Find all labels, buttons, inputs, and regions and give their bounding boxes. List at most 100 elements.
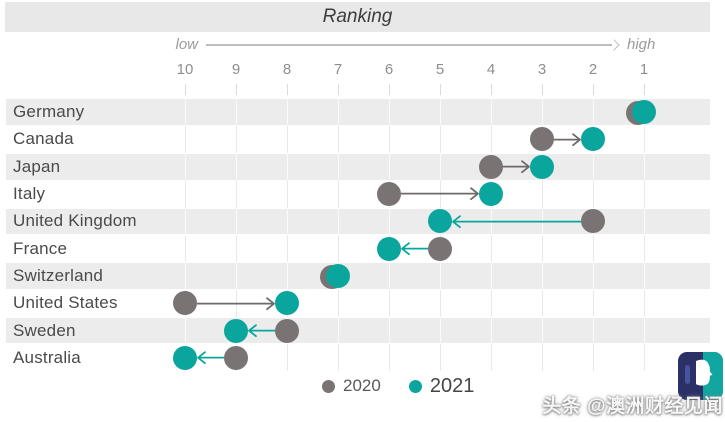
gridline xyxy=(388,289,390,317)
point-2020 xyxy=(377,182,401,207)
axis-tick-mark xyxy=(490,84,492,95)
axis-tick-mark xyxy=(184,84,186,95)
gridline xyxy=(643,262,645,290)
axis-tick-label: 8 xyxy=(282,61,292,78)
legend-item-2021: 2021 xyxy=(408,374,475,398)
country-label: United Kingdom xyxy=(13,211,137,231)
gridline xyxy=(337,180,339,208)
gridline xyxy=(592,289,594,317)
gridline xyxy=(388,125,390,154)
gridline xyxy=(541,316,543,345)
country-label: Japan xyxy=(13,156,61,176)
point-2021 xyxy=(275,291,299,316)
point-2021 xyxy=(479,182,503,207)
teal-dot-icon xyxy=(408,379,422,393)
axis-direction-line xyxy=(206,44,612,46)
gridline xyxy=(490,289,492,317)
legend-label-2020: 2020 xyxy=(343,376,381,395)
axis-tick-mark xyxy=(286,84,288,95)
gridline xyxy=(286,262,288,290)
point-2020 xyxy=(275,318,299,343)
gridline xyxy=(184,316,186,345)
gridline xyxy=(388,344,390,372)
change-arrow xyxy=(197,351,224,365)
gridline xyxy=(643,180,645,208)
gridline xyxy=(337,125,339,154)
gridline xyxy=(592,344,594,372)
gridline xyxy=(286,153,288,181)
change-arrow xyxy=(401,242,428,256)
gridline xyxy=(184,235,186,263)
axis-tick-label: 6 xyxy=(384,61,394,78)
gridline xyxy=(490,235,492,263)
gridline xyxy=(337,207,339,235)
gridline xyxy=(541,180,543,208)
gridline xyxy=(541,235,543,263)
gridline xyxy=(592,316,594,345)
gridline xyxy=(286,344,288,372)
gridline xyxy=(490,262,492,290)
point-2020 xyxy=(479,154,503,179)
point-2020 xyxy=(428,236,452,261)
gridline xyxy=(235,289,237,317)
gridline xyxy=(541,98,543,126)
gridline xyxy=(592,153,594,181)
gridline xyxy=(541,344,543,372)
gridline xyxy=(439,153,441,181)
axis-tick-mark xyxy=(337,84,339,95)
country-label: Australia xyxy=(13,347,81,367)
gridline xyxy=(235,207,237,235)
gridline xyxy=(184,153,186,181)
gridline xyxy=(439,289,441,317)
point-2021 xyxy=(581,127,605,152)
gridline xyxy=(490,316,492,345)
gridline xyxy=(184,207,186,235)
gridline xyxy=(286,207,288,235)
row-band xyxy=(6,153,710,180)
gridline xyxy=(337,289,339,317)
gridline xyxy=(184,262,186,290)
point-2021 xyxy=(428,209,452,234)
gridline xyxy=(439,98,441,126)
point-2021 xyxy=(530,154,554,179)
axis-high-label: high xyxy=(627,36,656,53)
gridline xyxy=(643,125,645,154)
gridline xyxy=(490,207,492,235)
gridline xyxy=(286,180,288,208)
gridline xyxy=(643,153,645,181)
gridline xyxy=(235,235,237,263)
gridline xyxy=(439,344,441,372)
axis-tick-label: 4 xyxy=(486,61,496,78)
gridline xyxy=(337,344,339,372)
axis-tick-label: 2 xyxy=(588,61,598,78)
country-label: Switzerland xyxy=(13,265,104,285)
gridline xyxy=(439,316,441,345)
chart-title-band: Ranking xyxy=(5,2,710,32)
axis-tick-label: 1 xyxy=(639,61,649,78)
point-2020 xyxy=(224,345,248,370)
row-band xyxy=(6,317,710,344)
gridline xyxy=(643,235,645,263)
point-2020 xyxy=(581,209,605,234)
gridline xyxy=(643,289,645,317)
point-2021 xyxy=(224,318,248,343)
gridline xyxy=(337,153,339,181)
legend-label-2021: 2021 xyxy=(429,374,475,397)
change-arrow xyxy=(401,187,479,201)
axis-tick-mark xyxy=(439,84,441,95)
watermark-text: 头条 @澳洲财经见闻 xyxy=(542,396,723,417)
gridline xyxy=(388,153,390,181)
gridline xyxy=(235,262,237,290)
gridline xyxy=(592,98,594,126)
point-2021 xyxy=(326,263,350,288)
gridline xyxy=(439,125,441,154)
legend-item-2020: 2020 xyxy=(322,376,381,396)
gridline xyxy=(439,180,441,208)
gridline xyxy=(337,235,339,263)
row-band xyxy=(6,99,710,125)
gridline xyxy=(490,125,492,154)
axis-tick-mark xyxy=(643,84,645,95)
gridline xyxy=(286,125,288,154)
point-2021 xyxy=(377,236,401,261)
